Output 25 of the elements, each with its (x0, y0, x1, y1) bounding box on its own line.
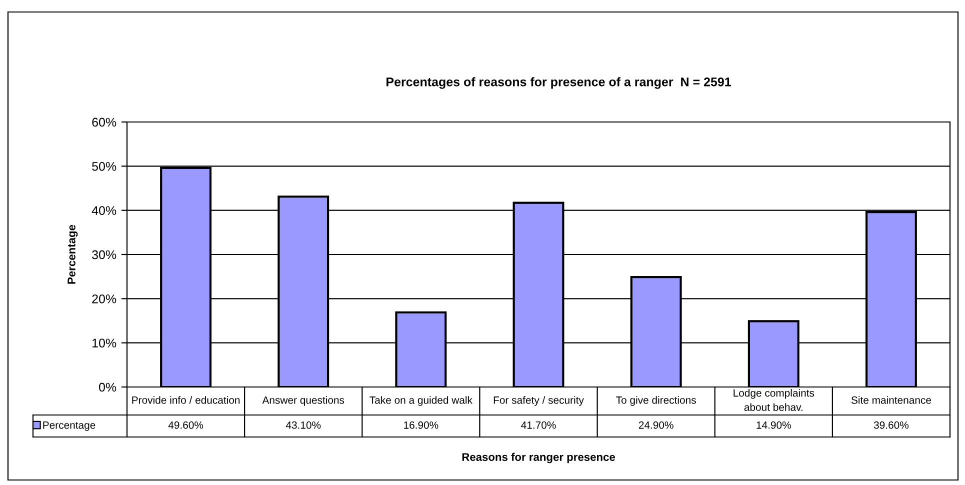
x-tick-label: Lodge complaints about behav. (734, 389, 814, 411)
data-label: 49.60% (168, 421, 204, 429)
y-tick-label: 50% (92, 162, 116, 171)
x-tick-label: To give directions (616, 396, 696, 406)
y-tick-label: 40% (92, 206, 116, 215)
data-label: 39.60% (874, 421, 909, 429)
data-label: 16.90% (404, 421, 438, 429)
x-tick-label: Provide info / education (132, 396, 240, 404)
legend-label: Percentage (43, 422, 96, 431)
data-label: 43.10% (286, 421, 321, 429)
y-tick-label: 0% (99, 382, 116, 392)
x-tick-label: Take on a guided walk (370, 396, 472, 406)
x-tick-label: Site maintenance (851, 396, 931, 404)
x-tick-label: Answer questions (262, 396, 344, 406)
x-tick-label: For safety / security (494, 396, 584, 406)
y-tick-label: 30% (92, 250, 116, 260)
chart-title: Percentages of reasons for presence of a ranger N = 2591 (386, 77, 731, 89)
data-label: 24.90% (638, 421, 674, 429)
y-tick-label: 10% (92, 338, 116, 348)
y-axis-title: Percentage (68, 224, 78, 284)
y-tick-label: 20% (92, 294, 116, 304)
x-axis-title: Reasons for ranger presence (462, 452, 616, 464)
y-tick-label: 60% (92, 118, 116, 127)
data-label: 14.90% (756, 421, 791, 429)
data-label: 41.70% (521, 421, 556, 429)
